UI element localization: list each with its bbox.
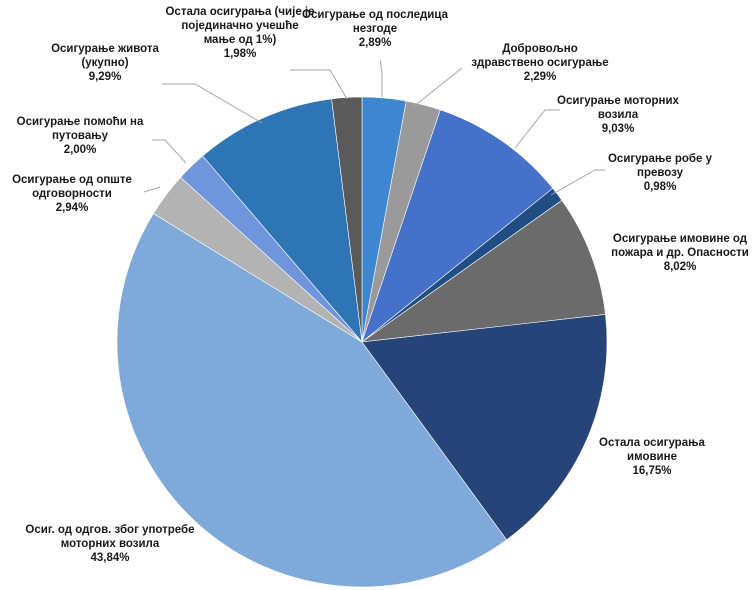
slice-label-line: пожара и др. Опасности <box>611 247 749 259</box>
slice-labels: Осигурање од последица незгоде 2,89% Добров… <box>12 6 749 564</box>
slice-label-line: Остала осигурања <box>599 437 705 449</box>
slice-label-8: Осигурање од опште одговорности 2,94% <box>12 174 132 214</box>
pie-slices <box>116 96 608 588</box>
pie-slice-11 <box>331 96 363 343</box>
slice-label-line: појединачно учешће <box>181 20 298 32</box>
leader-line-2 <box>412 67 463 108</box>
slice-label-line: 9,29% <box>89 71 122 83</box>
slice-label-line: 2,94% <box>56 202 89 214</box>
slice-label-line: путовању <box>52 130 109 142</box>
slice-label-line: Осигурање робе у <box>608 153 713 165</box>
slice-label-line: Осигурање живота <box>51 43 159 55</box>
slice-label-line: Осигурање од опште <box>12 174 132 186</box>
slice-label-line: здравствено осигурање <box>471 57 608 69</box>
slice-label-line: (укупно) <box>81 57 128 69</box>
slice-label-line: мање од 1%) <box>204 34 277 46</box>
pie-slice-3 <box>361 109 554 343</box>
slice-label-line: 9,03% <box>602 123 635 135</box>
pie-slice-6 <box>361 314 608 541</box>
leader-line-4 <box>550 169 605 196</box>
leader-line-10 <box>162 83 263 124</box>
pie-slice-7 <box>116 213 507 588</box>
slice-label-2: Добровољно здравствено осигурање 2,29% <box>471 43 608 83</box>
leader-line-1 <box>379 59 383 97</box>
slice-label-5: Осигурање имовине од пожара и др. Опаснос… <box>611 233 749 273</box>
slice-label-6: Остала осигурања имовине 16,75% <box>599 437 705 477</box>
slice-label-line: 16,75% <box>632 465 671 477</box>
slice-label-4: Осигурање робе у превозу 0,98% <box>608 153 713 193</box>
slice-label-3: Осигурање моторних возила 9,03% <box>557 95 680 135</box>
slice-label-line: возила <box>598 109 639 121</box>
slice-label-line: моторних возила <box>61 538 160 550</box>
slice-label-line: превозу <box>637 167 684 179</box>
slice-label-line: Добровољно <box>502 43 578 55</box>
slice-label-line: 2,00% <box>64 144 97 156</box>
slice-label-line: 2,89% <box>359 37 392 49</box>
slice-label-line: незгоде <box>353 23 397 35</box>
slice-label-line: 0,98% <box>644 181 677 193</box>
slice-label-line: 43,84% <box>90 552 129 564</box>
slice-label-9: Осигурање помоћи на путовању 2,00% <box>17 116 144 156</box>
leader-line-8 <box>143 186 161 193</box>
leader-line-9 <box>152 139 187 164</box>
slice-label-line: Остала осигурања (чије је <box>165 6 314 18</box>
slice-label-line: 1,98% <box>224 48 257 60</box>
slice-label-1: Осигурање од последица незгоде 2,89% <box>302 9 449 49</box>
slice-label-line: 8,02% <box>664 261 697 273</box>
slice-label-line: Осигурање од последица <box>302 9 449 21</box>
leader-line-11 <box>290 69 348 100</box>
slice-label-line: одговорности <box>32 188 112 200</box>
pie-slice-5 <box>361 199 606 343</box>
slice-label-10: Осигурање живота (укупно) 9,29% <box>51 43 159 83</box>
leader-lines <box>143 59 605 196</box>
slice-label-7: Осиг. од одгов. због употребе моторних во… <box>25 524 194 564</box>
slice-label-line: имовине <box>627 451 677 463</box>
pie-slice-10 <box>202 98 363 343</box>
slice-label-line: Осигурање помоћи на <box>17 116 144 128</box>
slice-label-line: Осиг. од одгов. због употребе <box>25 524 194 536</box>
leader-line-3 <box>514 109 560 149</box>
slice-label-line: 2,29% <box>524 71 557 83</box>
slice-label-11: Остала осигурања (чије је појединачно уче… <box>165 6 314 60</box>
slice-label-line: Осигурање имовине од <box>613 233 748 245</box>
slice-label-line: Осигурање моторних <box>557 95 680 107</box>
